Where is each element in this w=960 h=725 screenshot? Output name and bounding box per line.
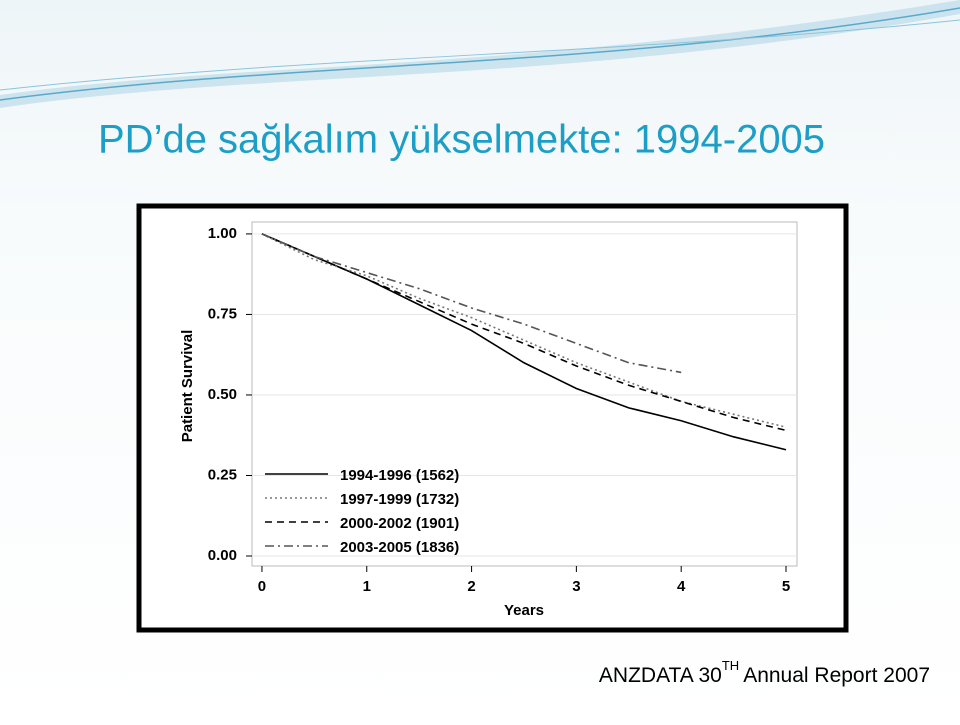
x-tick-label: 5 xyxy=(782,578,790,595)
legend-label: 1994-1996 (1562) xyxy=(340,467,459,484)
wave-line xyxy=(0,19,960,91)
plot-area xyxy=(251,221,798,567)
x-axis-label: Years xyxy=(504,602,544,619)
footer-superscript: TH xyxy=(722,658,739,673)
x-tick-label: 1 xyxy=(363,578,371,595)
slide-title: PD’de sağkalım yükselmekte: 1994-2005 xyxy=(98,118,825,162)
x-tick-label: 4 xyxy=(677,578,686,595)
y-axis-label: Patient Survival xyxy=(179,330,196,443)
legend-label: 2000-2002 (1901) xyxy=(340,515,459,532)
x-tick-label: 0 xyxy=(258,578,266,595)
series-line xyxy=(261,233,787,451)
y-tick-label: 0.25 xyxy=(208,466,237,483)
x-tick-label: 3 xyxy=(572,578,580,595)
y-tick-label: 0.75 xyxy=(208,305,237,322)
y-tick-label: 0.00 xyxy=(208,547,237,564)
legend-label: 1997-1999 (1732) xyxy=(340,491,459,508)
series-line xyxy=(261,233,682,374)
x-tick-label: 2 xyxy=(467,578,475,595)
y-tick-label: 0.50 xyxy=(208,386,237,403)
series-line xyxy=(261,233,787,432)
footer-rest: Annual Report 2007 xyxy=(743,664,930,687)
footer: ANZDATA 30TH Annual Report 2007 xyxy=(599,658,930,686)
wave xyxy=(0,0,960,108)
legend-label: 2003-2005 (1836) xyxy=(340,539,459,556)
wave-line xyxy=(0,7,960,101)
y-tick-label: 1.00 xyxy=(208,225,237,242)
footer-source: ANZDATA 30 xyxy=(599,664,722,687)
